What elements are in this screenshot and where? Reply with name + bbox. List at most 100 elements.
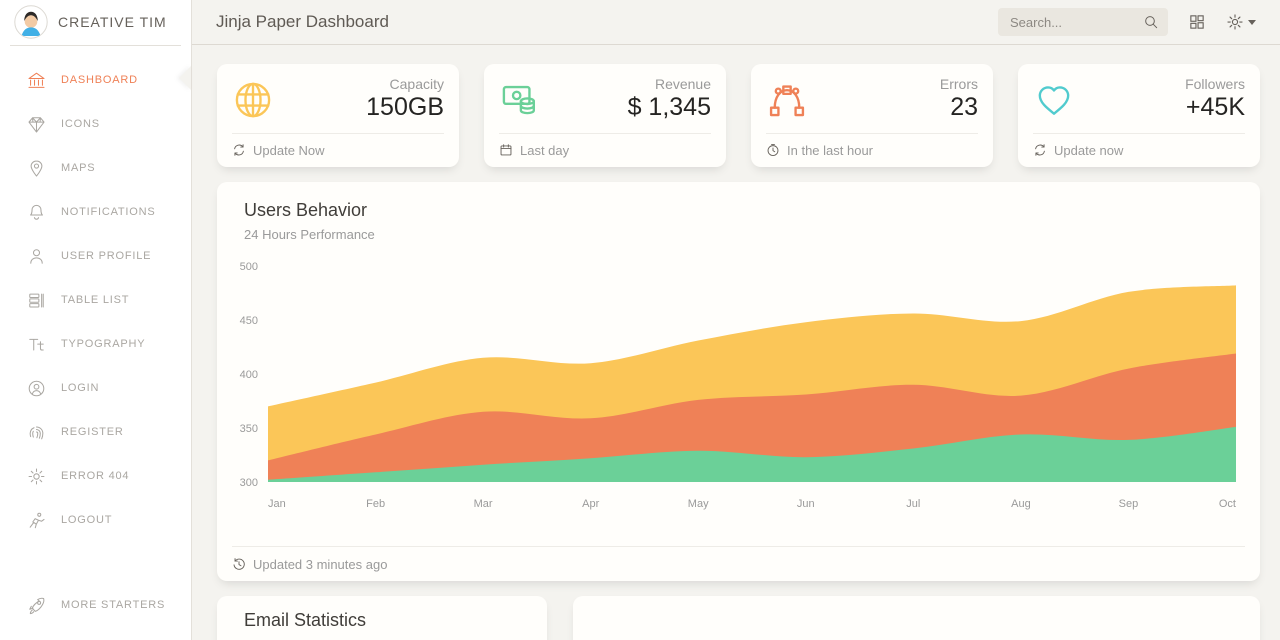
chart-footer-text: Updated 3 minutes ago	[253, 556, 388, 572]
stat-footer-text: Update Now	[253, 142, 325, 158]
svg-text:Oct: Oct	[1219, 498, 1236, 510]
sidebar-item-register[interactable]: REGISTER	[0, 410, 191, 454]
sidebar-menu: DASHBOARD ICONS MAPS NOTIFICATIONS USER …	[0, 46, 191, 542]
sidebar-item-error-404[interactable]: ERROR 404	[0, 454, 191, 498]
page-title: Jinja Paper Dashboard	[216, 12, 389, 31]
bottom-right-card	[573, 596, 1260, 640]
sidebar-item-typography[interactable]: TYPOGRAPHY	[0, 322, 191, 366]
sidebar-item-label: USER PROFILE	[61, 250, 152, 262]
stat-label: Errors	[939, 76, 978, 92]
divider	[1033, 133, 1245, 134]
stat-label: Revenue	[654, 76, 711, 92]
refresh-icon	[232, 143, 246, 157]
divider	[766, 133, 978, 134]
svg-text:500: 500	[240, 261, 258, 273]
svg-text:Aug: Aug	[1011, 498, 1031, 510]
svg-text:Sep: Sep	[1119, 498, 1139, 510]
globe-icon	[232, 79, 274, 126]
stat-footer-text: In the last hour	[787, 142, 873, 158]
gear-icon	[26, 467, 46, 486]
svg-text:Apr: Apr	[582, 498, 599, 510]
errors-card: Errors 23 In the last hour	[751, 64, 993, 167]
refresh-icon	[1033, 143, 1047, 157]
sidebar-item-table-list[interactable]: TABLE LIST	[0, 278, 191, 322]
sidebar-item-login[interactable]: LOGIN	[0, 366, 191, 410]
stat-value: 23	[950, 93, 978, 121]
sidebar: CREATIVE TIM DASHBOARD ICONS MAPS NOTIF	[0, 0, 192, 640]
revenue-card: Revenue $ 1,345 Last day	[484, 64, 726, 167]
top-navbar: Jinja Paper Dashboard	[192, 0, 1280, 45]
vector-icon	[766, 79, 808, 126]
sidebar-item-label: LOGIN	[61, 382, 100, 394]
divider	[232, 546, 1245, 547]
brand[interactable]: CREATIVE TIM	[0, 0, 191, 45]
chart-series-front	[268, 426, 1236, 482]
divider	[499, 133, 711, 134]
sidebar-item-icons[interactable]: ICONS	[0, 102, 191, 146]
svg-text:May: May	[688, 498, 709, 510]
bell-icon	[26, 203, 46, 222]
chart-subtitle: 24 Hours Performance	[244, 227, 375, 242]
svg-text:Mar: Mar	[474, 498, 493, 510]
svg-text:350: 350	[240, 423, 258, 435]
stat-footer[interactable]: Last day	[499, 134, 711, 166]
chart-area: 300 350 400 450 500 Jan Feb Mar Apr May Jun Jul Aug S…	[232, 254, 1245, 516]
settings-menu[interactable]	[1226, 13, 1256, 31]
active-item-arrow	[179, 66, 191, 90]
sidebar-item-label: DASHBOARD	[61, 74, 138, 86]
clock-icon	[766, 143, 780, 157]
stat-label: Followers	[1185, 76, 1245, 92]
grid-layout-icon[interactable]	[1188, 13, 1206, 31]
avatar	[14, 4, 48, 39]
card-title: Email Statistics	[244, 610, 367, 630]
gear-icon	[1226, 13, 1244, 31]
stat-value: $ 1,345	[627, 93, 711, 121]
single-user-icon	[26, 247, 46, 266]
brand-name: CREATIVE TIM	[58, 13, 167, 30]
svg-text:400: 400	[240, 369, 258, 381]
diamond-icon	[26, 115, 46, 134]
stat-label: Capacity	[389, 76, 444, 92]
svg-text:450: 450	[240, 315, 258, 327]
search-icon[interactable]	[1143, 14, 1159, 35]
capacity-card: Capacity 150GB Update Now	[217, 64, 459, 167]
sidebar-item-more-starters[interactable]: MORE STARTERS	[0, 583, 191, 627]
sidebar-item-label: NOTIFICATIONS	[61, 206, 156, 218]
bottom-row: Email Statistics	[217, 596, 1260, 640]
heart-icon	[1033, 79, 1075, 126]
main-area: Jinja Paper Dashboard	[192, 0, 1280, 640]
svg-text:Jul: Jul	[906, 498, 920, 510]
sidebar-footer: MORE STARTERS	[0, 583, 191, 627]
stat-value: +45K	[1185, 93, 1245, 121]
sidebar-item-user-profile[interactable]: USER PROFILE	[0, 234, 191, 278]
circle-user-icon	[26, 379, 46, 398]
rocket-icon	[26, 596, 46, 615]
svg-text:Jun: Jun	[797, 498, 815, 510]
sidebar-item-label: TABLE LIST	[61, 294, 130, 306]
svg-text:300: 300	[240, 477, 258, 489]
stat-footer[interactable]: Update now	[1033, 134, 1245, 166]
divider	[10, 45, 181, 46]
sidebar-item-notifications[interactable]: NOTIFICATIONS	[0, 190, 191, 234]
sidebar-item-label: TYPOGRAPHY	[61, 338, 146, 350]
search-box	[998, 8, 1168, 36]
sidebar-item-logout[interactable]: LOGOUT	[0, 498, 191, 542]
sidebar-item-label: ICONS	[61, 118, 100, 130]
sidebar-item-dashboard[interactable]: DASHBOARD	[0, 58, 191, 102]
pin-icon	[26, 159, 46, 178]
caret-down-icon	[1248, 19, 1256, 25]
run-icon	[26, 511, 46, 530]
sidebar-item-label: MORE STARTERS	[61, 599, 166, 611]
history-icon	[232, 557, 246, 571]
stat-footer[interactable]: Update Now	[232, 134, 444, 166]
sidebar-item-maps[interactable]: MAPS	[0, 146, 191, 190]
search-input[interactable]	[998, 8, 1168, 36]
users-behavior-card: Users Behavior 24 Hours Performance 300 3…	[217, 182, 1260, 581]
stat-footer[interactable]: In the last hour	[766, 134, 978, 166]
sidebar-item-label: ERROR 404	[61, 470, 130, 482]
content: Capacity 150GB Update Now	[192, 45, 1280, 640]
followers-card: Followers +45K Update now	[1018, 64, 1260, 167]
stat-footer-text: Last day	[520, 142, 570, 158]
chart-title: Users Behavior	[244, 200, 368, 220]
chart-footer: Updated 3 minutes ago	[232, 547, 1245, 581]
